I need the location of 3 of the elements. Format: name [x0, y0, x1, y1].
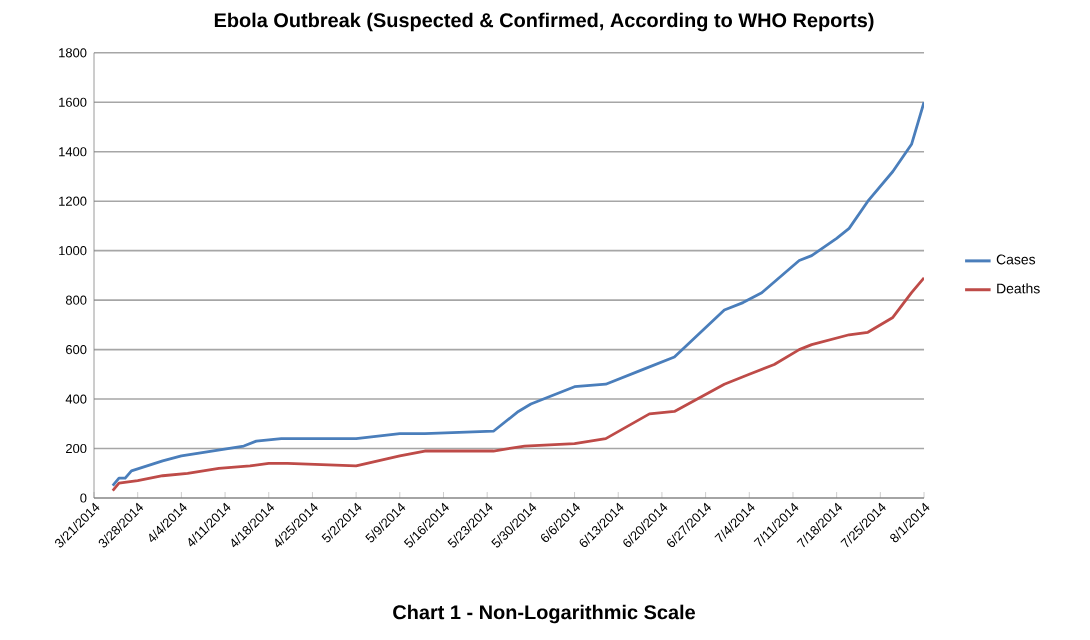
- line-series: [111, 276, 925, 492]
- caption: Chart 1 - Non-Logarithmic Scale: [393, 604, 695, 624]
- chart-title: Ebola Outbreak (Suspected & Confirmed, According to WHO Reports): [214, 12, 874, 32]
